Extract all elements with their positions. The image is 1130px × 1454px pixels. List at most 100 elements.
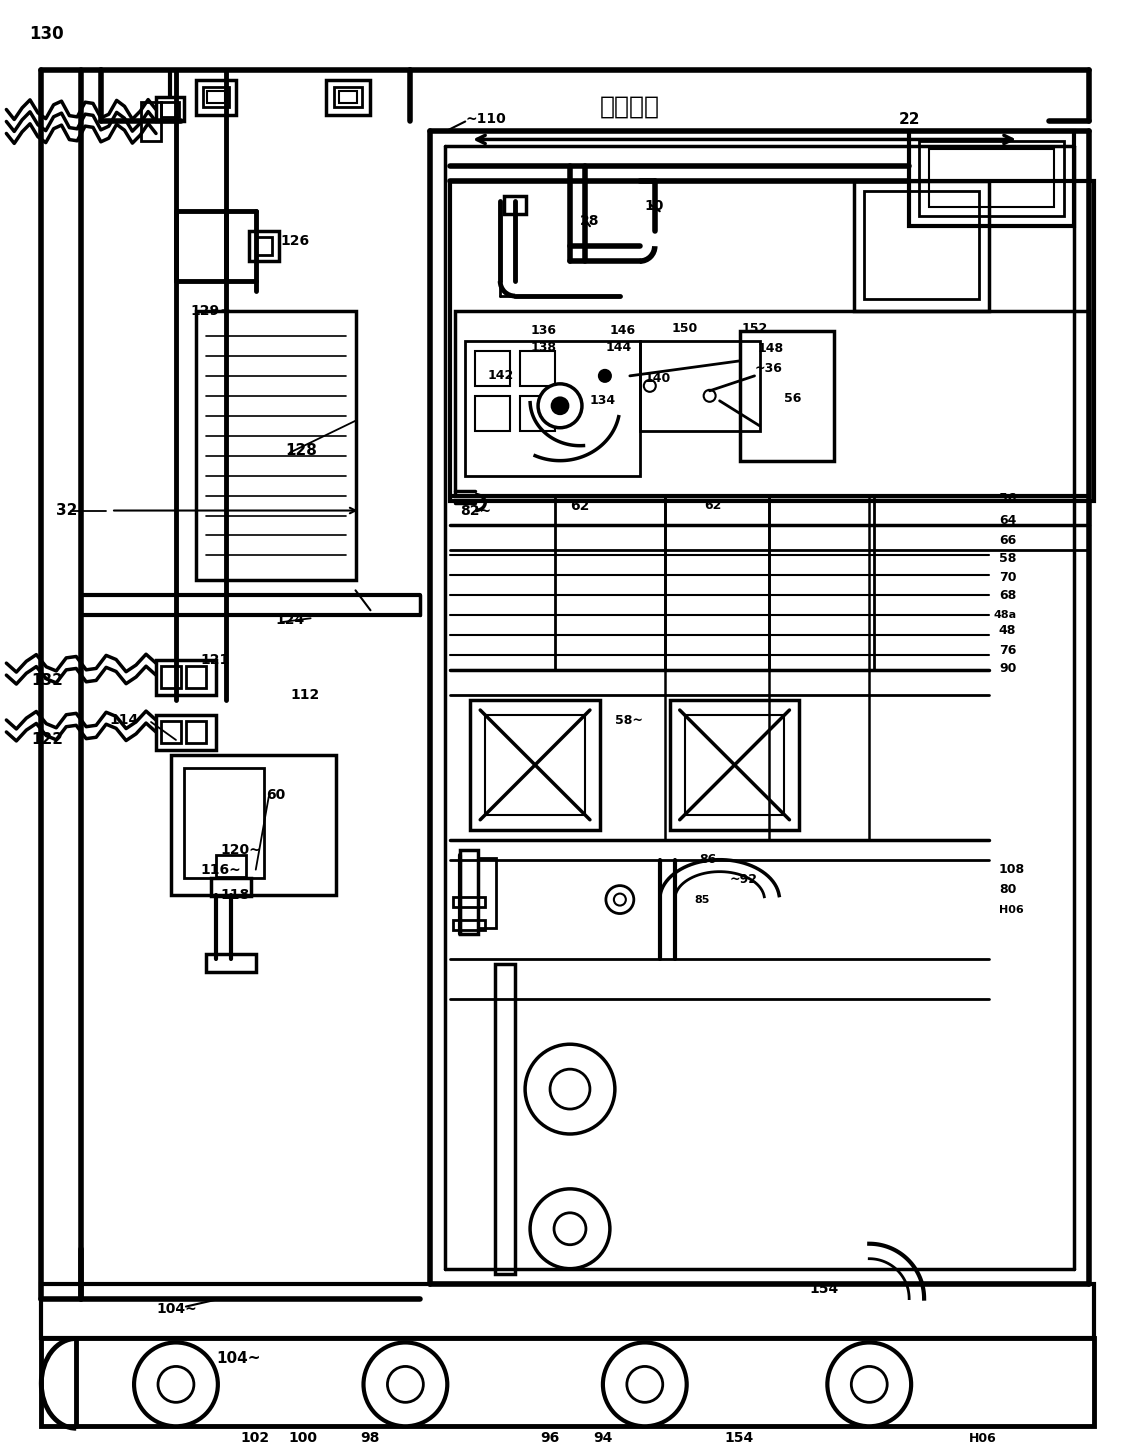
Text: 96: 96 (540, 1431, 559, 1445)
Text: 138: 138 (530, 342, 556, 355)
Text: ~36: ~36 (755, 362, 782, 375)
Bar (339, 90, 356, 103)
Bar (171, 755, 336, 894)
Bar (910, 131, 1074, 227)
Circle shape (627, 1367, 663, 1402)
Circle shape (158, 1367, 194, 1402)
Bar (455, 311, 1088, 496)
Text: 56: 56 (999, 491, 1016, 505)
Bar (520, 395, 555, 430)
Text: 80: 80 (999, 883, 1016, 896)
Text: 深度方向: 深度方向 (600, 95, 660, 119)
Bar (186, 721, 206, 743)
Circle shape (603, 1342, 687, 1426)
Text: 86: 86 (699, 853, 716, 867)
Bar (42, 1339, 1094, 1426)
Bar (685, 715, 784, 814)
Text: 130: 130 (29, 25, 64, 42)
Bar (739, 332, 834, 461)
Bar (929, 150, 1054, 208)
Text: 70: 70 (999, 571, 1016, 585)
Text: 82~: 82~ (460, 503, 492, 518)
Text: 144: 144 (606, 342, 632, 355)
Circle shape (599, 369, 611, 382)
Bar (156, 715, 216, 750)
Bar (211, 878, 251, 896)
Bar (640, 340, 759, 430)
Bar (207, 90, 225, 103)
Circle shape (644, 379, 655, 391)
Text: 66: 66 (999, 534, 1016, 547)
Text: 121: 121 (201, 653, 231, 667)
Circle shape (364, 1342, 447, 1426)
Text: 58: 58 (999, 553, 1016, 566)
Bar (156, 660, 216, 695)
Text: H06: H06 (999, 904, 1024, 915)
Bar (670, 699, 799, 830)
Bar (156, 96, 184, 122)
Text: 152: 152 (741, 323, 767, 336)
Circle shape (550, 1069, 590, 1109)
Text: 142: 142 (487, 369, 513, 382)
Text: 154: 154 (724, 1431, 754, 1445)
Circle shape (827, 1342, 911, 1426)
Bar (184, 768, 263, 878)
Text: 124: 124 (276, 614, 305, 627)
Text: 62: 62 (705, 499, 722, 512)
Circle shape (388, 1367, 424, 1402)
Bar (206, 954, 255, 973)
Text: 104~: 104~ (216, 1351, 260, 1365)
Bar (195, 311, 356, 580)
Text: 28: 28 (580, 214, 599, 228)
Text: 68: 68 (999, 589, 1016, 602)
Circle shape (554, 1213, 586, 1245)
Text: 118: 118 (220, 887, 250, 901)
Text: 154: 154 (809, 1281, 838, 1296)
Circle shape (851, 1367, 887, 1402)
Text: 140: 140 (645, 372, 671, 385)
Bar (460, 849, 478, 935)
Text: 132: 132 (32, 673, 63, 688)
Text: 48a: 48a (994, 611, 1017, 621)
Circle shape (538, 384, 582, 427)
Text: 102: 102 (241, 1431, 270, 1445)
Text: 116~: 116~ (201, 862, 242, 877)
Bar (453, 897, 485, 906)
Text: 128: 128 (286, 443, 318, 458)
Bar (478, 858, 496, 928)
Text: 22: 22 (899, 112, 921, 126)
Circle shape (553, 398, 568, 414)
Bar (466, 340, 640, 475)
Bar (453, 919, 485, 929)
Text: 10: 10 (645, 199, 664, 214)
Circle shape (525, 1044, 615, 1134)
Text: 32: 32 (56, 503, 78, 518)
Text: 120~: 120~ (220, 843, 262, 856)
Bar (249, 231, 279, 262)
Bar (203, 87, 229, 106)
Text: ~110: ~110 (466, 112, 506, 126)
Text: 129~: 129~ (191, 304, 232, 318)
Text: 48: 48 (999, 624, 1016, 637)
Text: 126: 126 (280, 234, 310, 249)
Text: 150: 150 (671, 323, 698, 336)
Bar (485, 715, 585, 814)
Bar (495, 964, 515, 1274)
Bar (255, 237, 271, 254)
Text: 76: 76 (999, 644, 1016, 657)
Text: 146: 146 (610, 324, 636, 337)
Bar (42, 1284, 1094, 1339)
Text: 94: 94 (593, 1431, 612, 1445)
Circle shape (704, 390, 715, 401)
Bar (854, 182, 989, 311)
Text: H06: H06 (970, 1432, 997, 1445)
Bar (141, 102, 160, 141)
Text: 108: 108 (999, 864, 1025, 877)
Bar (195, 80, 236, 115)
Text: 134: 134 (590, 394, 616, 407)
Bar (476, 395, 510, 430)
Text: 64: 64 (999, 515, 1016, 526)
Text: 148: 148 (757, 343, 783, 355)
Text: 104~: 104~ (156, 1301, 197, 1316)
Text: 58~: 58~ (615, 714, 643, 727)
